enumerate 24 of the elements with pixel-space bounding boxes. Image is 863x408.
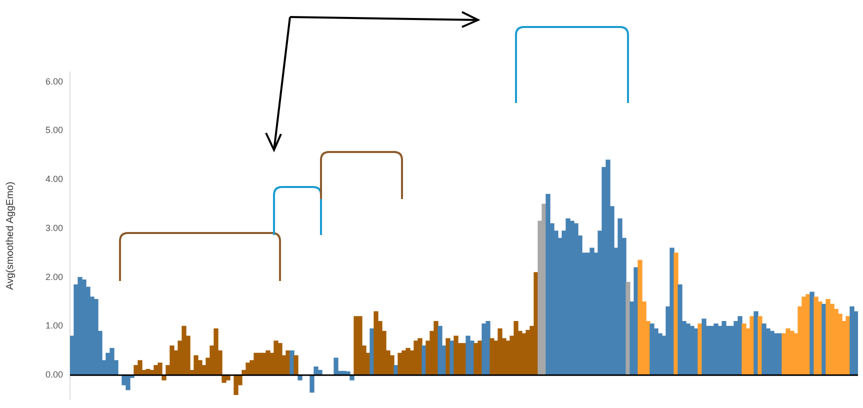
bar	[126, 374, 130, 390]
y-tick-label: 1.00	[45, 320, 63, 331]
y-tick-label: 3.00	[45, 222, 63, 233]
bar	[674, 252, 678, 376]
y-axis-title: Avg(smoothed AggEmo)	[4, 182, 16, 290]
bar	[294, 355, 298, 376]
bar	[486, 321, 490, 376]
y-tick-label: 2.00	[45, 272, 63, 282]
bar	[438, 326, 442, 376]
bar	[94, 299, 98, 376]
bar	[334, 358, 338, 376]
y-tick-label: 4.00	[45, 174, 63, 184]
bar	[234, 374, 238, 396]
bar	[358, 316, 362, 376]
bar	[606, 160, 610, 376]
y-tick-label: 0.00	[45, 370, 63, 380]
bar	[138, 360, 142, 376]
bar	[110, 348, 114, 376]
y-tick-label: 6.00	[45, 76, 63, 86]
bar	[214, 328, 218, 376]
bar	[278, 343, 282, 376]
y-tick-label: 5.00	[45, 125, 63, 136]
bar	[678, 284, 682, 376]
bar	[638, 260, 642, 376]
